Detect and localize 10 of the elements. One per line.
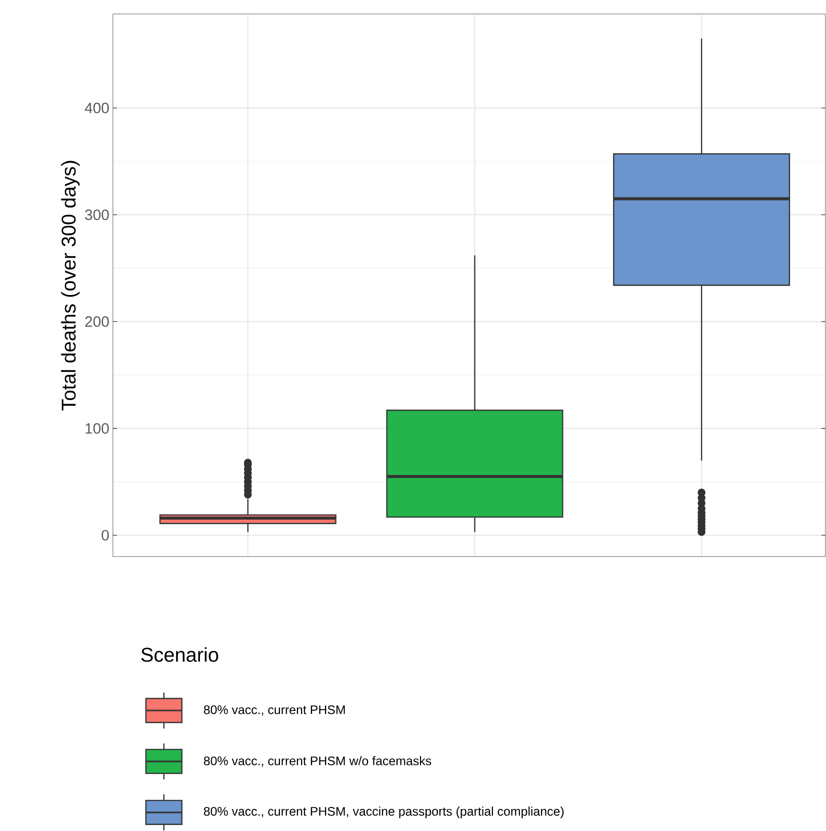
- legend-label: 80% vacc., current PHSM: [204, 705, 345, 716]
- legend-label: 80% vacc., current PHSM w/o facemasks: [204, 756, 432, 767]
- y-tick-label: 0: [102, 530, 109, 541]
- legend-title: Scenario: [141, 647, 218, 662]
- legend-label: 80% vacc., current PHSM, vaccine passports (partial compliance): [204, 806, 564, 818]
- y-tick-label: 100: [86, 423, 109, 434]
- y-tick-label: 200: [85, 316, 109, 327]
- y-tick-label: 400: [84, 102, 109, 114]
- y-axis-title: Total deaths (over 300 days): [61, 160, 80, 410]
- y-tick-label: 300: [85, 210, 109, 220]
